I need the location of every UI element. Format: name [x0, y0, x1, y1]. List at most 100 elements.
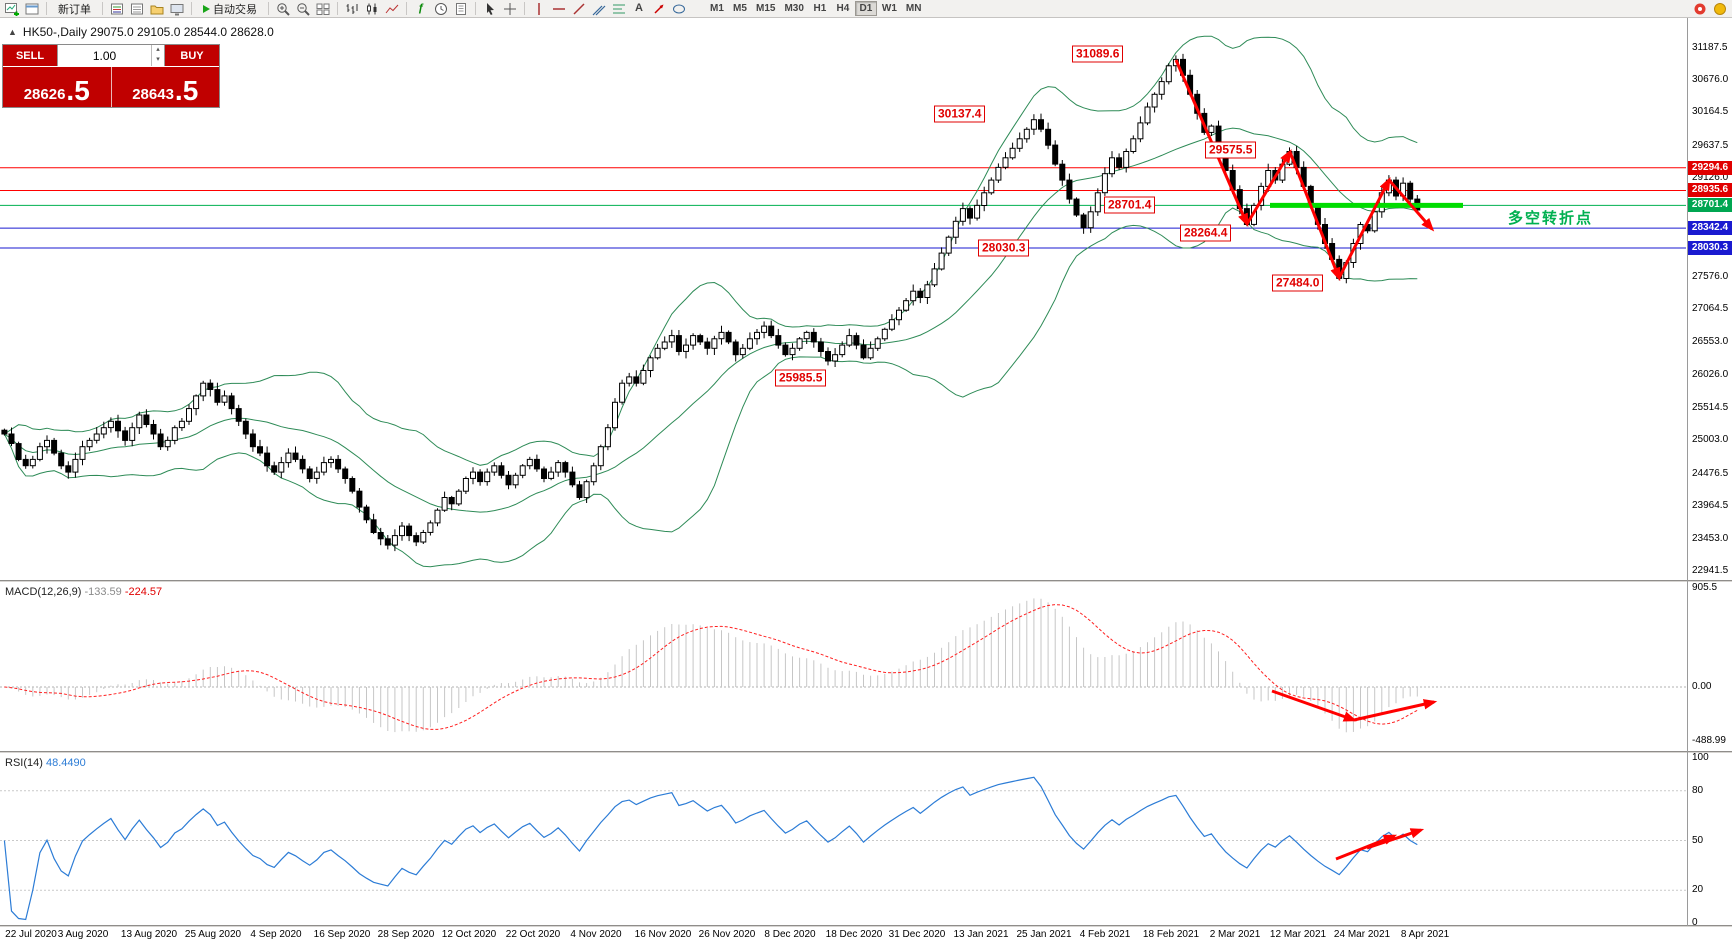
timeframe-button-h1[interactable]: H1: [813, 3, 827, 14]
volume-spinner[interactable]: ▴ ▾: [151, 45, 164, 66]
rsi-axis-label: 50: [1692, 835, 1704, 846]
volume-field[interactable]: 1.00 ▴ ▾: [57, 45, 165, 66]
price-axis-label: 26026.0: [1692, 369, 1729, 380]
price-axis-label: 24476.5: [1692, 468, 1729, 479]
cursor-icon[interactable]: [481, 1, 499, 17]
toolbar-separator: [268, 2, 269, 15]
toolbar-separator: [191, 2, 192, 15]
time-axis-label: 3 Aug 2020: [57, 929, 109, 940]
autotrade-button[interactable]: 自动交易: [197, 1, 263, 17]
bar-chart-icon[interactable]: [343, 1, 361, 17]
new-order-button[interactable]: 新订单: [52, 1, 97, 17]
time-axis-splitter: [0, 925, 1732, 927]
data-window-icon[interactable]: [128, 1, 146, 17]
terminal-icon[interactable]: [168, 1, 186, 17]
timeframe-button-w1[interactable]: W1: [881, 3, 897, 14]
chart-profiles-icon[interactable]: [23, 1, 41, 17]
shapes-icon[interactable]: [670, 1, 688, 17]
time-axis-label: 25 Jan 2021: [1016, 929, 1072, 940]
price-axis-label: 27064.5: [1692, 303, 1729, 314]
text-icon[interactable]: A: [635, 2, 643, 14]
macd-axis-label: -488.99: [1692, 735, 1726, 746]
candlestick-chart-icon[interactable]: [363, 1, 381, 17]
timeframe-button-m30[interactable]: M30: [784, 3, 804, 14]
timeframe-button-m1[interactable]: M1: [710, 3, 724, 14]
chart-symbol-header: ▲ HK50-,Daily 29075.0 29105.0 28544.0 28…: [8, 25, 274, 39]
vertical-line-icon[interactable]: [530, 1, 548, 17]
time-axis-label: 4 Nov 2020: [570, 929, 622, 940]
buy-price-big: .5: [174, 75, 199, 107]
time-axis-label: 28 Sep 2020: [377, 929, 435, 940]
time-axis-label: 24 Mar 2021: [1333, 929, 1391, 940]
price-axis-label: 31187.5: [1692, 42, 1728, 53]
sell-price[interactable]: 28626.5: [3, 67, 112, 107]
timeframe-button-mn[interactable]: MN: [905, 3, 922, 14]
zoom-in-icon[interactable]: [274, 1, 292, 17]
trendline-icon[interactable]: [570, 1, 588, 17]
indicators-icon[interactable]: ƒ: [417, 2, 425, 14]
balance-icon[interactable]: [1711, 1, 1729, 17]
fibonacci-icon[interactable]: [610, 1, 628, 17]
new-chart-icon[interactable]: [3, 1, 21, 17]
macd-panel-splitter[interactable]: [0, 580, 1732, 582]
timeframe-button-h4[interactable]: H4: [836, 3, 850, 14]
volume-value[interactable]: 1.00: [92, 48, 117, 63]
price-axis-tag: 28030.3: [1688, 241, 1732, 255]
price-axis-tag: 29294.6: [1688, 161, 1732, 175]
periods-icon[interactable]: [432, 1, 450, 17]
macd-signal-value: -224.57: [124, 586, 163, 598]
volume-down-icon[interactable]: ▾: [156, 56, 160, 63]
price-axis-label: 25514.5: [1692, 402, 1729, 413]
price-callout: 28701.4: [1104, 196, 1156, 214]
rsi-axis-label: 100: [1692, 752, 1709, 763]
sell-price-main: 28626: [23, 85, 66, 103]
price-axis-tag: 28935.6: [1688, 183, 1732, 197]
alert-icon[interactable]: [1691, 1, 1709, 17]
tile-windows-icon[interactable]: [314, 1, 332, 17]
main-toolbar: 新订单 自动交易 ƒ A M1 M5 M15 M30 H1 H4 D1 W1 MN: [0, 0, 1732, 18]
macd-axis-label: 0.00: [1692, 681, 1712, 692]
price-axis-label: 22941.5: [1692, 565, 1729, 576]
time-axis-label: 8 Dec 2020: [764, 929, 816, 940]
toolbar-separator: [46, 2, 47, 15]
timeframe-toolbar: M1 M5 M15 M30 H1 H4 D1 W1 MN: [706, 1, 925, 16]
time-axis-label: 31 Dec 2020: [888, 929, 946, 940]
templates-icon[interactable]: [452, 1, 470, 17]
line-chart-icon[interactable]: [383, 1, 401, 17]
rsi-panel-splitter[interactable]: [0, 751, 1732, 753]
rsi-axis-label: 80: [1692, 785, 1704, 796]
toolbar-separator: [475, 2, 476, 15]
rsi-indicator-label: RSI(14) 48.4490: [5, 757, 86, 769]
collapse-panel-icon[interactable]: ▲: [8, 27, 17, 37]
time-axis-label: 2 Mar 2021: [1209, 929, 1261, 940]
time-axis-label: 16 Sep 2020: [313, 929, 371, 940]
timeframe-button-m15[interactable]: M15: [756, 3, 776, 14]
price-callout: 27484.0: [1272, 274, 1324, 292]
crosshair-icon[interactable]: [501, 1, 519, 17]
timeframe-button-d1[interactable]: D1: [854, 1, 877, 16]
price-callout: 29575.5: [1205, 141, 1257, 159]
buy-button[interactable]: BUY: [165, 45, 219, 66]
volume-up-icon[interactable]: ▴: [156, 46, 160, 53]
zoom-out-icon[interactable]: [294, 1, 312, 17]
time-axis-label: 8 Apr 2021: [1400, 929, 1450, 940]
buy-price[interactable]: 28643.5: [111, 67, 219, 107]
navigator-icon[interactable]: [148, 1, 166, 17]
market-watch-icon[interactable]: [108, 1, 126, 17]
price-axis-divider: [1687, 18, 1688, 926]
time-axis-label: 12 Oct 2020: [441, 929, 497, 940]
time-axis-label: 4 Sep 2020: [250, 929, 302, 940]
one-click-trading-panel: SELL 1.00 ▴ ▾ BUY 28626.5 28643.5: [2, 44, 220, 108]
price-axis-tag: 28342.4: [1688, 221, 1732, 235]
toolbar-separator: [524, 2, 525, 15]
time-axis-label: 4 Feb 2021: [1079, 929, 1131, 940]
arrow-tool-icon[interactable]: [650, 1, 668, 17]
horizontal-line-icon[interactable]: [550, 1, 568, 17]
timeframe-button-m5[interactable]: M5: [733, 3, 747, 14]
rsi-value: 48.4490: [45, 757, 86, 769]
sell-button[interactable]: SELL: [3, 45, 57, 66]
price-callout: 30137.4: [934, 105, 986, 123]
time-axis-label: 13 Aug 2020: [120, 929, 178, 940]
channel-icon[interactable]: [590, 1, 608, 17]
